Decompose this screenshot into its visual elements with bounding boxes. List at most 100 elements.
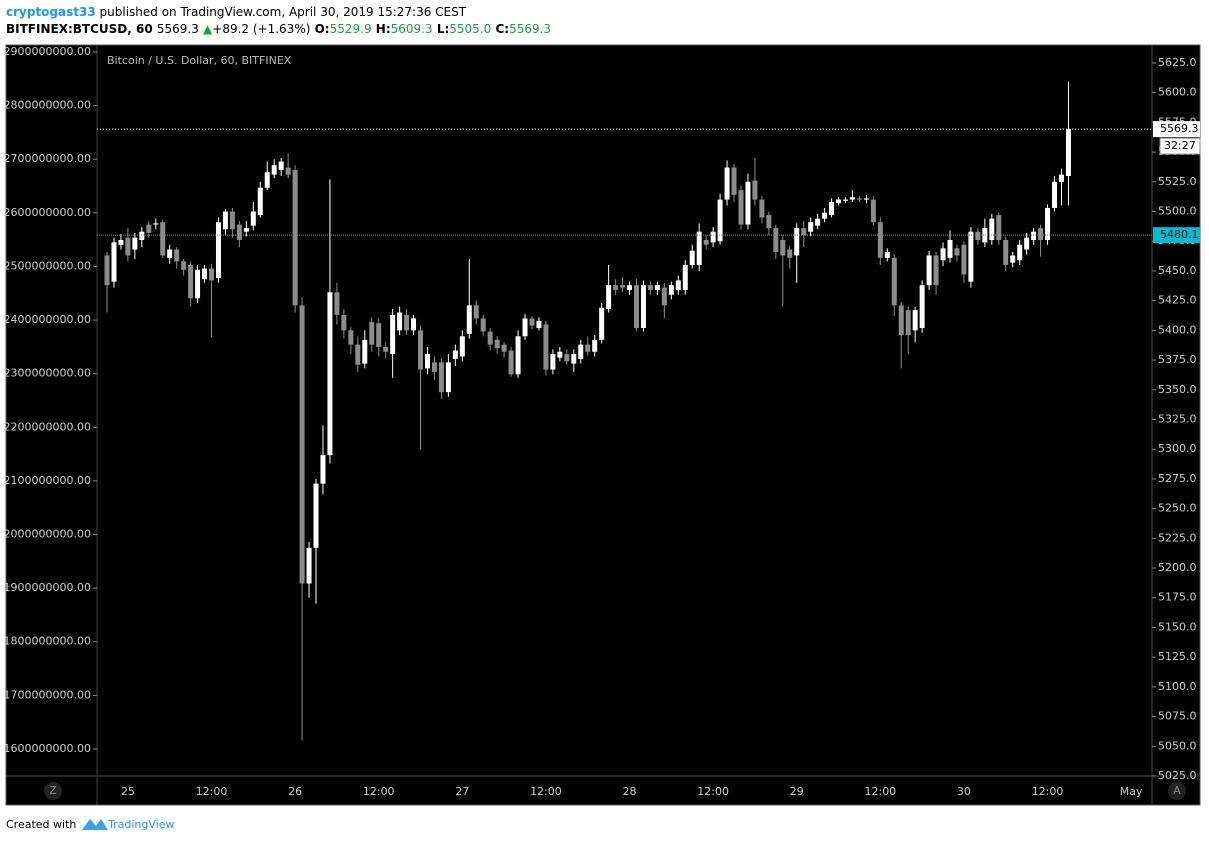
candle-body bbox=[167, 249, 173, 258]
candle-body bbox=[675, 280, 681, 290]
y2-tick-label: 2200000000.00 bbox=[4, 420, 91, 433]
countdown-box bbox=[1159, 137, 1201, 155]
candle-body bbox=[843, 199, 849, 201]
candle-body bbox=[1024, 237, 1030, 250]
candle-body bbox=[411, 318, 417, 331]
candle-body bbox=[891, 257, 897, 306]
candle-body bbox=[452, 350, 458, 359]
candle-body bbox=[668, 285, 674, 295]
candle-body bbox=[877, 222, 883, 258]
y-tick-label: 5100.0 bbox=[1158, 680, 1197, 693]
candle-body bbox=[870, 199, 876, 223]
ohlc-label: H: bbox=[375, 22, 391, 36]
y2-tick-label: 2800000000.00 bbox=[4, 99, 91, 112]
countdown: 32:27 bbox=[1164, 139, 1196, 152]
candle-body bbox=[348, 330, 354, 345]
y-tick-label: 5200.0 bbox=[1158, 561, 1197, 574]
candle-body bbox=[104, 255, 110, 286]
y2-tick-label: 1600000000.00 bbox=[4, 742, 91, 755]
y-tick-label: 5350.0 bbox=[1158, 383, 1197, 396]
button[interactable] bbox=[1168, 782, 1186, 800]
candle-body bbox=[606, 285, 612, 309]
y-tick-label: 5325.0 bbox=[1158, 412, 1197, 425]
candle-body bbox=[320, 455, 326, 484]
candle-body bbox=[773, 228, 779, 252]
candle-body bbox=[898, 305, 904, 336]
candle-body bbox=[982, 228, 988, 243]
x-tick-label: 27 bbox=[455, 785, 469, 798]
candle-body bbox=[292, 169, 298, 306]
candle-body bbox=[731, 167, 737, 195]
candle-body bbox=[529, 318, 535, 326]
button[interactable] bbox=[44, 782, 62, 800]
candle-body bbox=[153, 223, 159, 225]
candle-body bbox=[139, 231, 145, 241]
candle-body bbox=[501, 344, 507, 352]
candle-body bbox=[494, 339, 500, 349]
candle-body bbox=[536, 320, 542, 328]
candle-body bbox=[1017, 244, 1023, 261]
y2-tick-label: 1700000000.00 bbox=[4, 688, 91, 701]
candle-body bbox=[947, 240, 953, 258]
button-label[interactable]: A bbox=[1173, 784, 1181, 797]
x-tick-label: 30 bbox=[957, 785, 971, 798]
candle-body bbox=[1038, 228, 1044, 241]
button-label[interactable]: Z bbox=[49, 784, 57, 797]
y-tick-label: 5500.0 bbox=[1158, 204, 1197, 217]
candle-body bbox=[1052, 181, 1058, 208]
candle-body bbox=[682, 264, 688, 290]
ohlc-label: C: bbox=[495, 22, 510, 36]
candle-body bbox=[822, 212, 828, 219]
footer-brand[interactable]: TradingView bbox=[107, 818, 174, 831]
candle-body bbox=[236, 224, 242, 241]
candle-body bbox=[118, 240, 124, 245]
candle-body bbox=[1045, 207, 1051, 241]
candle-body bbox=[564, 354, 570, 362]
candle-body bbox=[912, 310, 918, 331]
candle-body bbox=[787, 249, 793, 258]
candle-body bbox=[285, 167, 291, 175]
x-tick-label: 12:00 bbox=[363, 785, 395, 798]
x-tick-label: 12:00 bbox=[196, 785, 228, 798]
candle-body bbox=[1003, 240, 1009, 265]
candle-body bbox=[759, 199, 765, 218]
y-tick-label: 5150.0 bbox=[1158, 620, 1197, 633]
candle-body bbox=[487, 331, 493, 345]
candle-body bbox=[306, 547, 312, 584]
candle-body bbox=[717, 199, 723, 242]
y-tick-label: 5125.0 bbox=[1158, 650, 1197, 663]
header-line: cryptogast33 published on TradingView.co… bbox=[6, 5, 466, 19]
candle-body bbox=[703, 240, 709, 245]
candle-body bbox=[313, 483, 319, 548]
candle-body bbox=[613, 285, 619, 290]
candle-body bbox=[362, 339, 368, 364]
candle-body bbox=[243, 228, 249, 232]
candle-body bbox=[515, 336, 521, 375]
candle-body bbox=[390, 314, 396, 355]
author[interactable]: cryptogast33 bbox=[6, 5, 96, 19]
candle-body bbox=[661, 287, 667, 306]
candle-body bbox=[919, 285, 925, 328]
candle-body bbox=[578, 344, 584, 359]
y2-tick-label: 2400000000.00 bbox=[4, 313, 91, 326]
symbol-line: BITFINEX:BTCUSD, 60 5569.3 ▲+89.2 (+1.63… bbox=[6, 22, 551, 36]
y-tick-label: 5175.0 bbox=[1158, 591, 1197, 604]
candle-body bbox=[1010, 255, 1016, 263]
candle-body bbox=[278, 161, 284, 170]
candle-body bbox=[550, 354, 556, 370]
candle-body bbox=[961, 244, 967, 275]
candle-body bbox=[355, 344, 361, 365]
candle-body bbox=[132, 237, 138, 250]
candle-body bbox=[627, 285, 633, 290]
candle-body bbox=[473, 305, 479, 319]
y-tick-label: 5450.0 bbox=[1158, 264, 1197, 277]
ohlc-value: 5609.3 bbox=[390, 22, 433, 36]
candle-body bbox=[111, 242, 117, 282]
y-tick-label: 5300.0 bbox=[1158, 442, 1197, 455]
candle-body bbox=[466, 305, 472, 334]
last-price: 5569.3 bbox=[156, 22, 199, 36]
candle-body bbox=[222, 211, 228, 230]
logo bbox=[82, 819, 108, 830]
x-tick-label: 28 bbox=[623, 785, 637, 798]
